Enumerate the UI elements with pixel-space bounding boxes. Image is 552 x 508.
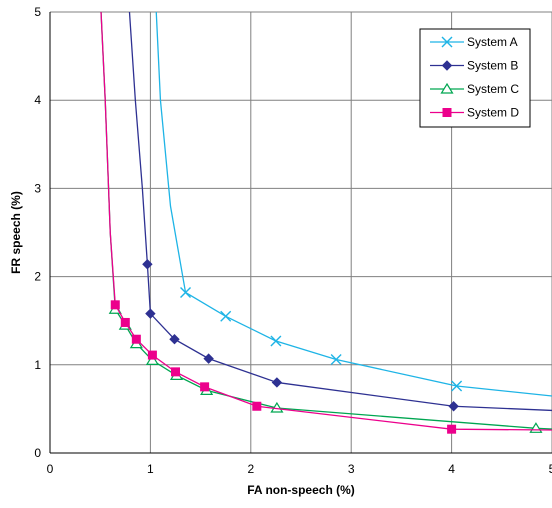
x-axis-label: FA non-speech (%) <box>247 483 355 497</box>
legend-item: System A <box>430 35 518 49</box>
series-1 <box>128 12 552 412</box>
axes <box>49 12 552 454</box>
series-layer <box>100 12 552 434</box>
series-3 <box>100 12 552 434</box>
legend-item: System D <box>430 106 519 120</box>
x-tick-label: 3 <box>348 462 355 476</box>
data-point <box>448 401 459 412</box>
data-point <box>220 310 232 322</box>
data-point <box>200 382 210 392</box>
y-tick-label: 1 <box>34 358 41 372</box>
legend-label: System B <box>467 59 518 73</box>
legend-marker <box>441 36 453 48</box>
x-tick-label: 0 <box>47 462 54 476</box>
y-tick-labels: 0 1 2 3 4 5 <box>34 5 41 460</box>
legend-label: System C <box>467 82 519 96</box>
x-tick-label: 4 <box>448 462 455 476</box>
series-line <box>128 12 552 412</box>
legend-item: System B <box>430 59 518 73</box>
data-point <box>120 317 130 327</box>
y-axis-label: FR speech (%) <box>9 191 23 274</box>
data-point <box>270 335 282 347</box>
data-point <box>270 401 284 413</box>
legend: System A System B System C System D <box>419 28 531 128</box>
series-line <box>100 12 552 431</box>
x-tick-label: 2 <box>247 462 254 476</box>
data-point <box>451 380 463 392</box>
data-point <box>271 377 283 388</box>
data-point <box>447 424 457 434</box>
data-point <box>203 353 214 364</box>
data-point <box>142 259 153 270</box>
y-tick-label: 0 <box>34 446 41 460</box>
y-tick-label: 5 <box>34 5 41 19</box>
x-tick-label: 5 <box>549 462 552 476</box>
x-tick-label: 1 <box>147 462 154 476</box>
legend-item: System C <box>430 82 519 96</box>
legend-marker <box>440 82 454 94</box>
legend-label: System D <box>467 106 519 120</box>
data-point <box>171 367 180 377</box>
data-point <box>110 300 120 310</box>
series-0 <box>155 12 552 397</box>
y-tick-label: 3 <box>34 181 41 195</box>
data-point <box>330 354 342 366</box>
legend-box <box>419 28 531 128</box>
y-tick-label: 4 <box>34 93 41 107</box>
data-point <box>169 334 180 345</box>
data-point <box>145 354 159 365</box>
data-point <box>145 308 156 319</box>
data-point <box>131 334 141 344</box>
y-tick-label: 2 <box>34 270 41 284</box>
legend-marker <box>442 108 452 117</box>
legend-label: System A <box>467 35 518 49</box>
data-point <box>147 350 157 360</box>
x-tick-labels: 0 1 2 3 4 5 <box>47 462 552 476</box>
data-point <box>180 286 192 298</box>
legend-marker <box>441 60 453 71</box>
data-point <box>252 401 262 411</box>
